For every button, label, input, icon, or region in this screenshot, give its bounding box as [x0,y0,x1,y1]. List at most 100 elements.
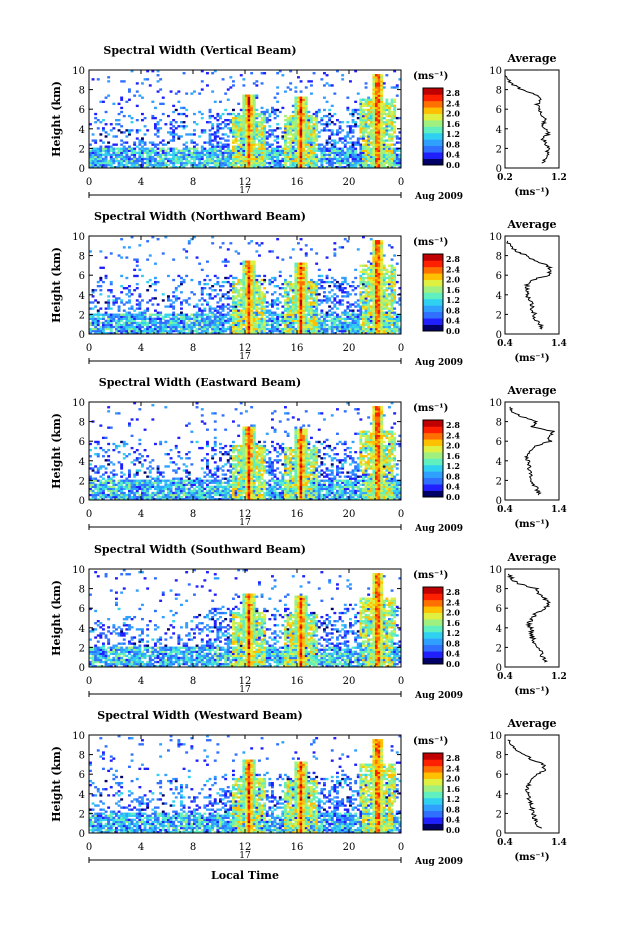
heatmap-cell [278,127,282,130]
heatmap-cell [143,133,147,136]
heatmap-cell [237,278,241,282]
heatmap-cell [252,102,256,106]
heatmap-cell [247,157,251,161]
heatmap-cell [276,149,280,152]
heatmap-cell [122,315,126,318]
heatmap-cell [297,301,300,304]
heatmap-cell [104,301,108,304]
heatmap-cell [291,119,295,122]
heatmap-cell [393,274,397,278]
heatmap-cell [333,147,337,150]
heatmap-cell [346,161,350,165]
heatmap-cell [252,108,256,112]
heatmap-cell [89,155,92,159]
heatmap-cell [260,116,264,120]
heatmap-cell [294,270,298,274]
heatmap-cell [302,96,306,99]
heatmap-cell [356,309,360,312]
heatmap-cell [117,112,121,116]
heatmap-cell [393,325,397,329]
heatmap-cell [239,151,243,155]
heatmap-cell [299,153,303,157]
heatmap-cell [286,280,290,284]
heatmap-cell [159,317,163,321]
heatmap-cell [297,127,300,130]
heatmap-cell [330,149,334,152]
heatmap-cell [390,102,394,106]
heatmap-cell [104,157,108,161]
heatmap-cell [151,163,155,167]
heatmap-cell [302,98,306,101]
heatmap-cell [338,149,342,152]
heatmap-cell [299,112,303,116]
heatmap-cell [200,163,204,167]
heatmap-cell [284,159,287,163]
heatmap-cell [208,297,212,300]
heatmap-cell [372,147,376,150]
heatmap-cell [346,133,350,136]
heatmap-cell [206,260,209,263]
heatmap-cell [229,242,233,245]
heatmap-cell [388,274,391,278]
heatmap-cell [380,135,384,138]
heatmap-cell [250,112,254,116]
heatmap-cell [198,92,202,95]
heatmap-cell [351,145,355,148]
heatmap-cell [369,125,373,128]
heatmap-cell [304,299,308,302]
heatmap-cell [94,139,98,142]
heatmap-cell [234,282,238,286]
heatmap-cell [372,114,376,118]
heatmap-cell [312,289,316,292]
heatmap-cell [141,331,144,335]
heatmap-cell [89,317,92,321]
heatmap-cell [372,327,376,331]
heatmap-cell [245,131,248,134]
heatmap-cell [128,159,131,163]
heatmap-cell [195,315,199,318]
heatmap-cell [343,291,347,294]
heatmap-cell [260,278,264,282]
heatmap-cell [307,133,311,136]
heatmap-cell [255,299,259,302]
heatmap-cell [351,149,355,152]
heatmap-cell [310,248,313,251]
heatmap-cell [229,317,233,321]
heatmap-cell [284,143,287,146]
heatmap-cell [232,129,235,132]
heatmap-cell [133,94,137,97]
heatmap-cell [304,270,308,274]
heatmap-cell [255,311,259,314]
heatmap-cell [273,116,277,120]
heatmap-cell [289,129,293,132]
heatmap-cell [390,270,394,274]
heatmap-cell [185,163,189,167]
heatmap-cell [385,149,389,152]
heatmap-cell [224,260,228,263]
heatmap-cell [354,325,358,329]
heatmap-cell [221,163,225,167]
heatmap-cell [232,329,235,333]
heatmap-cell [299,295,303,298]
heatmap-cell [289,285,293,288]
heatmap-cell [172,139,176,142]
heatmap-cell [177,161,181,165]
heatmap-cell [91,163,95,167]
heatmap-cell [263,319,267,323]
heatmap-cell [377,262,381,265]
heatmap-cell [302,112,306,116]
heatmap-cell [229,289,233,292]
heatmap-cell [226,127,230,130]
heatmap-cell [312,315,316,318]
heatmap-cell [185,274,189,278]
heatmap-cell [151,100,155,103]
heatmap-cell [385,329,389,333]
heatmap-cell [255,278,259,282]
heatmap-cell [380,74,384,77]
heatmap-cell [299,317,303,321]
heatmap-cell [367,127,371,130]
heatmap-cell [213,161,217,165]
heatmap-cell [315,301,319,304]
heatmap-cell [135,159,139,163]
heatmap-cell [325,74,329,77]
